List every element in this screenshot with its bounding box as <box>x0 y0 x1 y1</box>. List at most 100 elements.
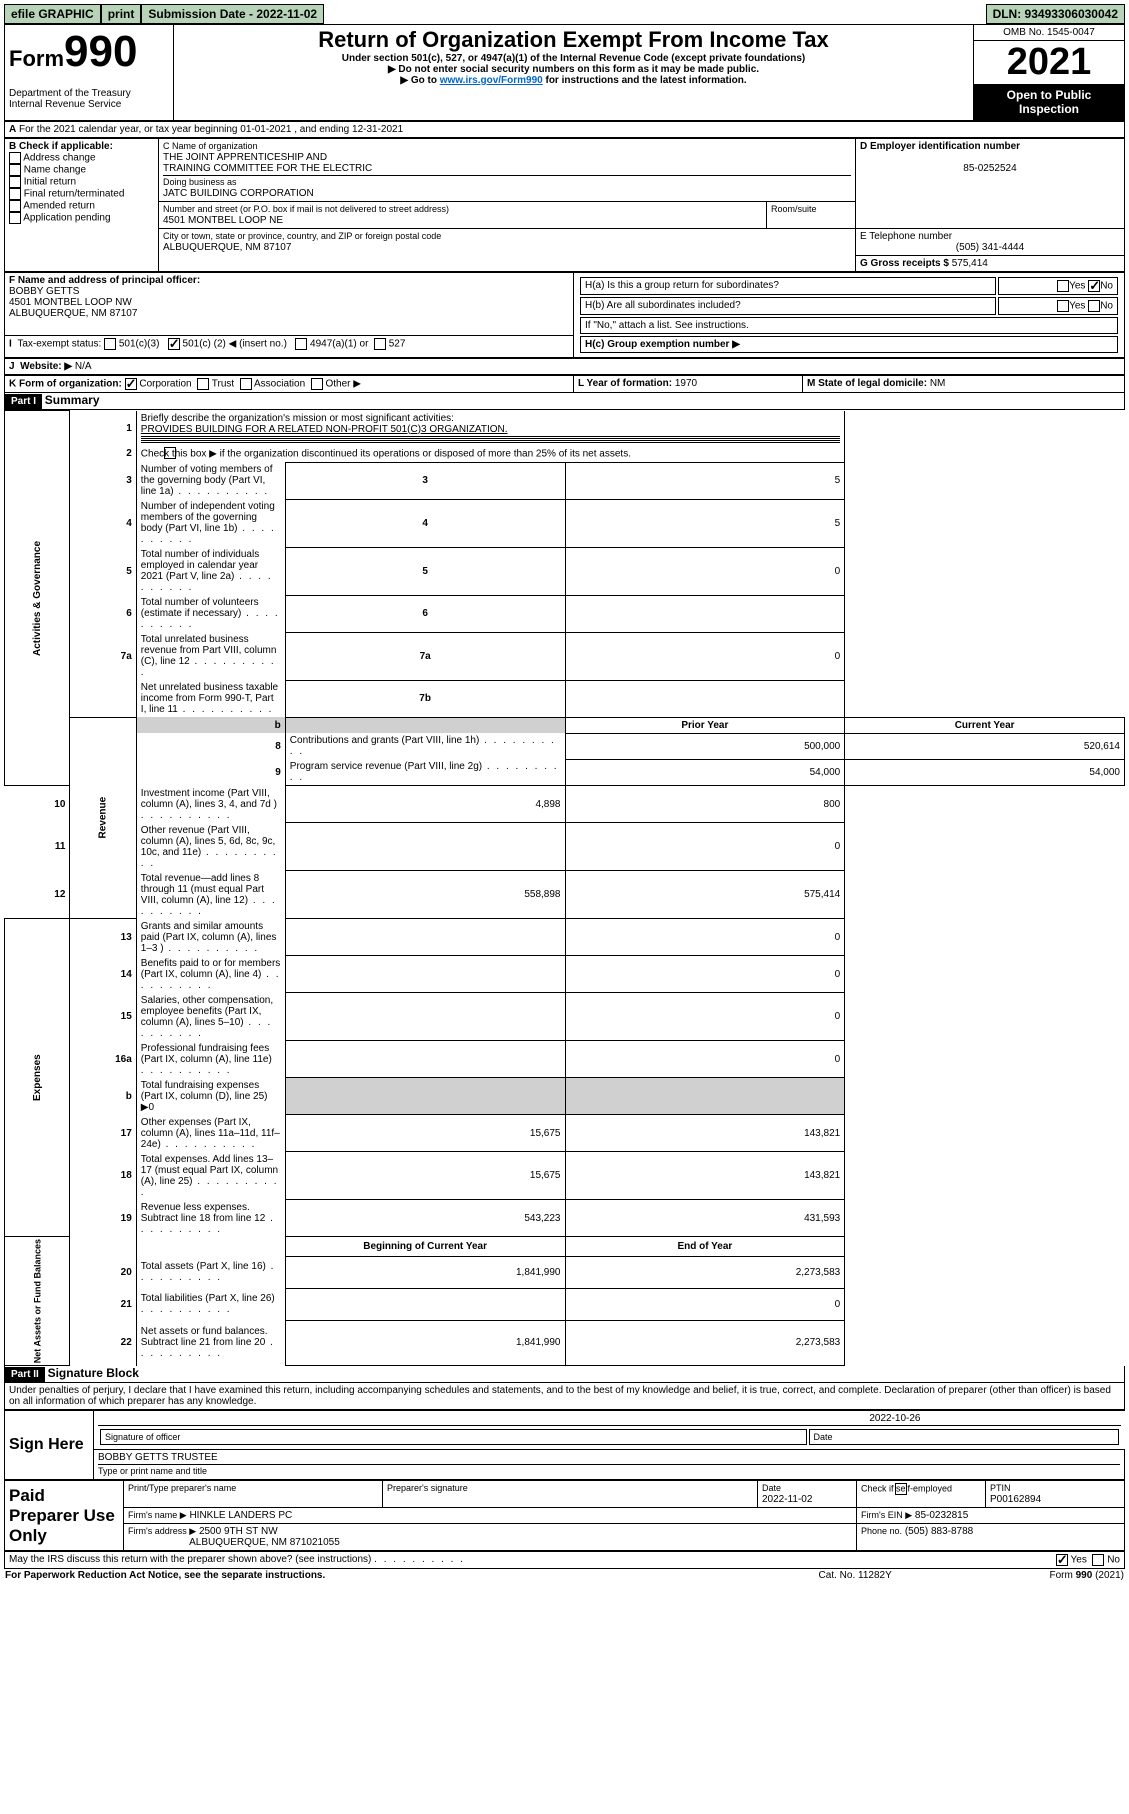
type-name-label: Type or print name and title <box>98 1466 207 1476</box>
form-prefix: Form <box>9 46 64 71</box>
prep-date-label: Date <box>762 1483 781 1493</box>
part1-table: Activities & Governance 1 Briefly descri… <box>4 410 1125 1366</box>
prep-date-val: 2022-11-02 <box>762 1494 812 1505</box>
ha-no[interactable] <box>1088 280 1100 292</box>
box-i-label: Tax-exempt status: <box>17 339 101 350</box>
cb-final[interactable] <box>9 188 21 200</box>
part2-title: Signature Block <box>48 1366 139 1380</box>
street: 4501 MONTBEL LOOP NE <box>163 215 283 226</box>
footer-left: For Paperwork Reduction Act Notice, see … <box>4 1569 766 1582</box>
cb-address[interactable] <box>9 152 21 164</box>
box-m-label: M State of legal domicile: <box>807 378 927 389</box>
form-header: Form990 Department of the Treasury Inter… <box>4 24 1125 121</box>
cb-self-employed[interactable] <box>895 1483 907 1495</box>
dln: DLN: 93493306030042 <box>986 4 1125 24</box>
vlabel-expenses: Expenses <box>5 919 70 1237</box>
sub3-post: for instructions and the latest informat… <box>543 75 747 86</box>
submission-date: Submission Date - 2022-11-02 <box>141 4 324 24</box>
cb-4947[interactable] <box>295 338 307 350</box>
dept: Department of the Treasury <box>9 88 131 99</box>
paid-preparer: Paid Preparer Use Only <box>5 1481 124 1551</box>
print-button[interactable]: print <box>101 4 142 24</box>
part2-header: Part II <box>5 1367 45 1382</box>
cb-assoc[interactable] <box>240 378 252 390</box>
officer-sig-name: BOBBY GETTS TRUSTEE <box>98 1452 218 1463</box>
vlabel-netassets: Net Assets or Fund Balances <box>5 1237 70 1366</box>
city-label: City or town, state or province, country… <box>163 231 441 241</box>
part1-title: Summary <box>45 393 100 407</box>
officer-city: ALBUQUERQUE, NM 87107 <box>9 308 137 319</box>
gross-receipts: 575,414 <box>952 258 988 269</box>
org-name2: TRAINING COMMITTEE FOR THE ELECTRIC <box>163 163 372 174</box>
cb-501c3[interactable] <box>104 338 116 350</box>
cb-501c[interactable] <box>168 338 180 350</box>
prep-name-label: Print/Type preparer's name <box>128 1483 236 1493</box>
ptin: P00162894 <box>990 1494 1041 1505</box>
cb-discuss-yes[interactable] <box>1056 1554 1068 1566</box>
hc-label: H(c) Group exemption number ▶ <box>585 339 740 350</box>
hb-label: H(b) Are all subordinates included? <box>580 297 996 315</box>
irs-link[interactable]: www.irs.gov/Form990 <box>440 75 543 86</box>
box-f-label: F Name and address of principal officer: <box>9 275 200 286</box>
firm-name-label: Firm's name ▶ <box>128 1510 187 1520</box>
ha-label: H(a) Is this a group return for subordin… <box>580 277 996 295</box>
vlabel-governance: Activities & Governance <box>5 411 70 786</box>
officer-street: 4501 MONTBEL LOOP NW <box>9 297 132 308</box>
cb-other[interactable] <box>311 378 323 390</box>
tax-year: 2021 <box>974 41 1124 84</box>
box-d-label: D Employer identification number <box>860 141 1020 152</box>
firm-addr1: 2500 9TH ST NW <box>199 1526 278 1537</box>
hb-no[interactable] <box>1088 300 1100 312</box>
dba-label: Doing business as <box>163 177 237 187</box>
org-name1: THE JOINT APPRENTICESHIP AND <box>163 152 327 163</box>
firm-ein-label: Firm's EIN ▶ <box>861 1510 912 1520</box>
domicile: NM <box>930 378 946 389</box>
cb-amended[interactable] <box>9 200 21 212</box>
sign-here: Sign Here <box>5 1411 94 1480</box>
phone: (505) 341-4444 <box>860 242 1120 253</box>
hb-yes[interactable] <box>1057 300 1069 312</box>
box-l-label: L Year of formation: <box>578 378 672 389</box>
cb-name[interactable] <box>9 164 21 176</box>
officer-name: BOBBY GETTS <box>9 286 79 297</box>
box-b-label: B Check if applicable: <box>9 141 113 152</box>
box-g-label: G Gross receipts $ <box>860 258 949 269</box>
line2: Check this box ▶ if the organization dis… <box>136 446 844 463</box>
line1-text: PROVIDES BUILDING FOR A RELATED NON-PROF… <box>141 424 508 435</box>
year-formation: 1970 <box>675 378 697 389</box>
box-e-label: E Telephone number <box>860 231 952 242</box>
firm-addr-label: Firm's address ▶ <box>128 1526 196 1536</box>
penalty-text: Under penalties of perjury, I declare th… <box>4 1383 1125 1410</box>
room-label: Room/suite <box>771 204 817 214</box>
part1-header: Part I <box>5 394 42 409</box>
cb-527[interactable] <box>374 338 386 350</box>
city: ALBUQUERQUE, NM 87107 <box>163 242 291 253</box>
sub1: Under section 501(c), 527, or 4947(a)(1)… <box>178 53 969 64</box>
efile-label: efile GRAPHIC <box>4 4 101 24</box>
ha-yes[interactable] <box>1057 280 1069 292</box>
period-line: A For the 2021 calendar year, or tax yea… <box>5 122 1125 138</box>
form-number: 990 <box>64 27 137 76</box>
cb-trust[interactable] <box>197 378 209 390</box>
cb-pending[interactable] <box>9 212 21 224</box>
cb-line2[interactable] <box>164 447 176 459</box>
sub2: ▶ Do not enter social security numbers o… <box>178 64 969 75</box>
col-end: End of Year <box>565 1237 845 1257</box>
firm-addr2: ALBUQUERQUE, NM 871021055 <box>189 1537 340 1548</box>
street-label: Number and street (or P.O. box if mail i… <box>163 204 449 214</box>
sub3-pre: ▶ Go to <box>400 75 439 86</box>
sig-date-label: Date <box>809 1429 1119 1445</box>
form-title: Return of Organization Exempt From Incom… <box>178 27 969 53</box>
ptin-label: PTIN <box>990 1483 1011 1493</box>
sig-date-val: 2022-10-26 <box>98 1413 1121 1424</box>
hb-note: If "No," attach a list. See instructions… <box>580 317 1118 334</box>
cb-initial[interactable] <box>9 176 21 188</box>
firm-phone-label: Phone no. <box>861 1526 902 1536</box>
cb-discuss-no[interactable] <box>1092 1554 1104 1566</box>
firm-phone: (505) 883-8788 <box>905 1526 973 1537</box>
cb-corp[interactable] <box>125 378 137 390</box>
box-k-label: K Form of organization: <box>9 379 122 390</box>
col-current: Current Year <box>845 717 1125 733</box>
footer-mid: Cat. No. 11282Y <box>766 1569 944 1582</box>
omb: OMB No. 1545-0047 <box>974 25 1124 41</box>
